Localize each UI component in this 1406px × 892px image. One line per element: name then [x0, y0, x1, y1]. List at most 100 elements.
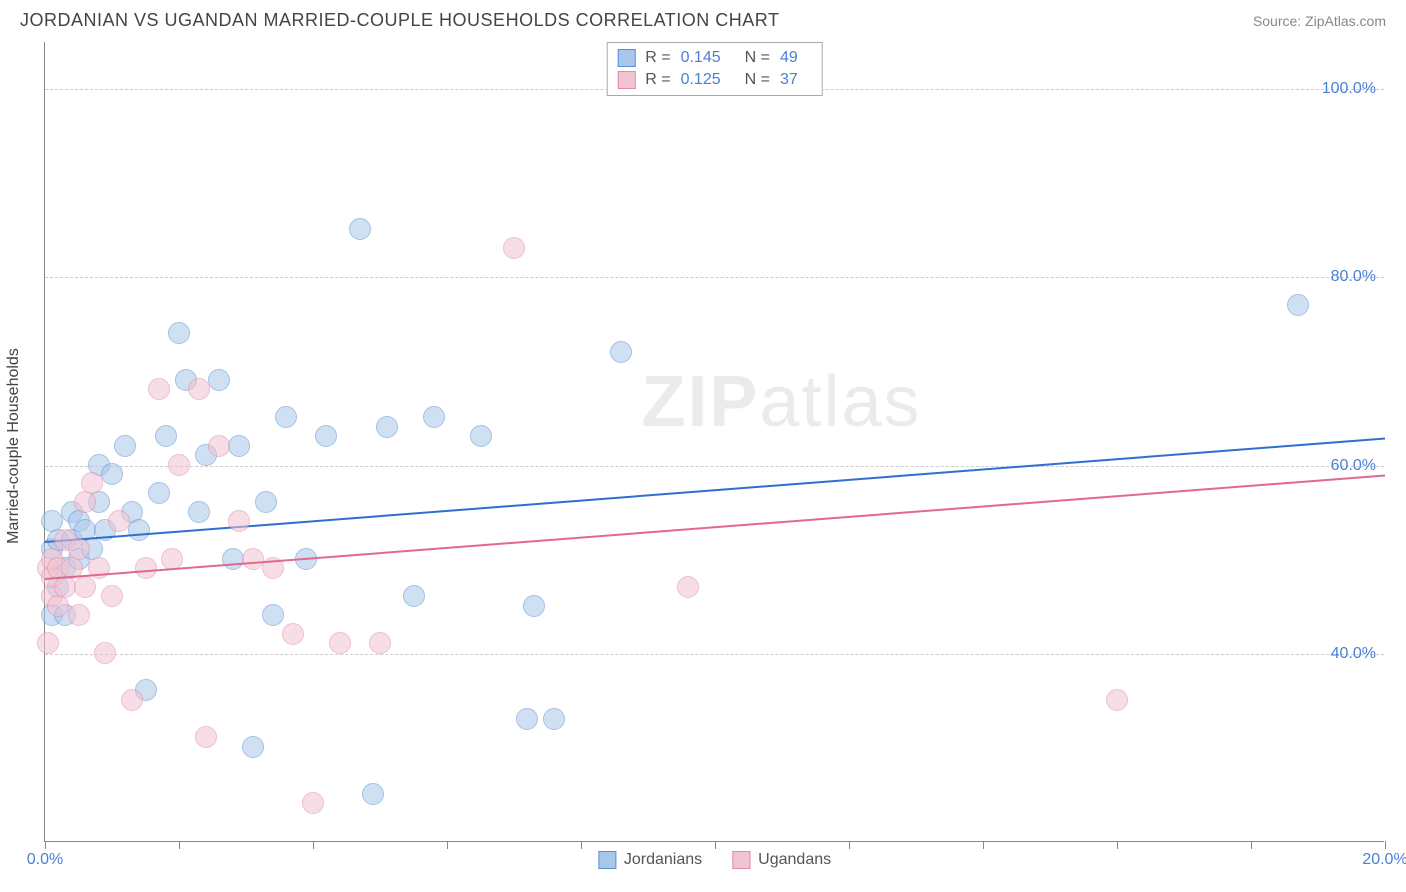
y-tick-label: 80.0%	[1331, 268, 1376, 286]
data-point	[68, 604, 90, 626]
x-tick	[45, 841, 46, 849]
data-point	[349, 218, 371, 240]
data-point	[275, 406, 297, 428]
x-tick	[849, 841, 850, 849]
data-point	[403, 585, 425, 607]
data-point	[523, 595, 545, 617]
swatch-ugandans	[617, 71, 635, 89]
data-point	[362, 783, 384, 805]
legend-item-jordanians: Jordanians	[598, 851, 702, 869]
data-point	[543, 708, 565, 730]
x-tick	[179, 841, 180, 849]
x-tick-label: 20.0%	[1362, 851, 1406, 869]
data-point	[168, 322, 190, 344]
x-tick	[1385, 841, 1386, 849]
n-value-ugandans: 37	[780, 71, 798, 89]
data-point	[228, 435, 250, 457]
data-point	[242, 736, 264, 758]
data-point	[121, 689, 143, 711]
y-tick-label: 40.0%	[1331, 645, 1376, 663]
legend-row-ugandans: R = 0.125 N = 37	[617, 69, 812, 91]
data-point	[222, 548, 244, 570]
n-label: N =	[745, 71, 770, 89]
chart-source: Source: ZipAtlas.com	[1253, 13, 1386, 29]
watermark: ZIPatlas	[641, 361, 921, 443]
gridline	[45, 277, 1384, 278]
r-label: R =	[645, 71, 670, 89]
series-legend: Jordanians Ugandans	[598, 851, 831, 869]
data-point	[81, 472, 103, 494]
data-point	[114, 435, 136, 457]
data-point	[168, 454, 190, 476]
data-point	[128, 519, 150, 541]
x-tick	[447, 841, 448, 849]
data-point	[47, 595, 69, 617]
swatch-jordanians	[598, 851, 616, 869]
x-tick	[313, 841, 314, 849]
data-point	[161, 548, 183, 570]
data-point	[369, 632, 391, 654]
data-point	[503, 237, 525, 259]
data-point	[1287, 294, 1309, 316]
data-point	[262, 604, 284, 626]
swatch-ugandans	[732, 851, 750, 869]
y-tick-label: 60.0%	[1331, 457, 1376, 475]
gridline	[45, 654, 1384, 655]
legend-label-ugandans: Ugandans	[758, 851, 831, 869]
y-tick-label: 100.0%	[1322, 80, 1376, 98]
r-label: R =	[645, 49, 670, 67]
data-point	[188, 378, 210, 400]
chart-title: JORDANIAN VS UGANDAN MARRIED-COUPLE HOUS…	[20, 10, 779, 31]
data-point	[54, 576, 76, 598]
data-point	[302, 792, 324, 814]
legend-item-ugandans: Ugandans	[732, 851, 831, 869]
data-point	[188, 501, 210, 523]
data-point	[101, 585, 123, 607]
swatch-jordanians	[617, 49, 635, 67]
x-tick	[1117, 841, 1118, 849]
data-point	[74, 491, 96, 513]
data-point	[208, 435, 230, 457]
data-point	[242, 548, 264, 570]
data-point	[610, 341, 632, 363]
data-point	[195, 726, 217, 748]
x-tick	[983, 841, 984, 849]
data-point	[155, 425, 177, 447]
n-value-jordanians: 49	[780, 49, 798, 67]
data-point	[677, 576, 699, 598]
r-value-ugandans: 0.125	[681, 71, 721, 89]
r-value-jordanians: 0.145	[681, 49, 721, 67]
data-point	[148, 482, 170, 504]
data-point	[376, 416, 398, 438]
data-point	[329, 632, 351, 654]
x-tick	[715, 841, 716, 849]
data-point	[74, 576, 96, 598]
x-tick-label: 0.0%	[27, 851, 63, 869]
y-axis-label: Married-couple Households	[5, 348, 23, 544]
data-point	[516, 708, 538, 730]
data-point	[423, 406, 445, 428]
legend-label-jordanians: Jordanians	[624, 851, 702, 869]
x-tick	[1251, 841, 1252, 849]
data-point	[228, 510, 250, 532]
watermark-light: atlas	[759, 362, 921, 442]
x-tick	[581, 841, 582, 849]
data-point	[282, 623, 304, 645]
n-label: N =	[745, 49, 770, 67]
scatter-chart: ZIPatlas R = 0.145 N = 49 R = 0.125 N = …	[44, 42, 1384, 842]
data-point	[315, 425, 337, 447]
data-point	[208, 369, 230, 391]
data-point	[94, 642, 116, 664]
gridline	[45, 466, 1384, 467]
watermark-bold: ZIP	[641, 362, 759, 442]
chart-header: JORDANIAN VS UGANDAN MARRIED-COUPLE HOUS…	[0, 0, 1406, 36]
data-point	[101, 463, 123, 485]
data-point	[68, 538, 90, 560]
correlation-legend: R = 0.145 N = 49 R = 0.125 N = 37	[606, 42, 823, 96]
data-point	[148, 378, 170, 400]
data-point	[108, 510, 130, 532]
data-point	[135, 557, 157, 579]
data-point	[37, 632, 59, 654]
data-point	[1106, 689, 1128, 711]
legend-row-jordanians: R = 0.145 N = 49	[617, 47, 812, 69]
